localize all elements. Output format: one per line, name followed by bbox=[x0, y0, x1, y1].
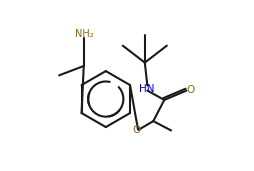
Text: HN: HN bbox=[139, 84, 155, 94]
Text: O: O bbox=[186, 85, 194, 95]
Text: O: O bbox=[132, 126, 140, 135]
Text: NH₂: NH₂ bbox=[75, 29, 94, 39]
